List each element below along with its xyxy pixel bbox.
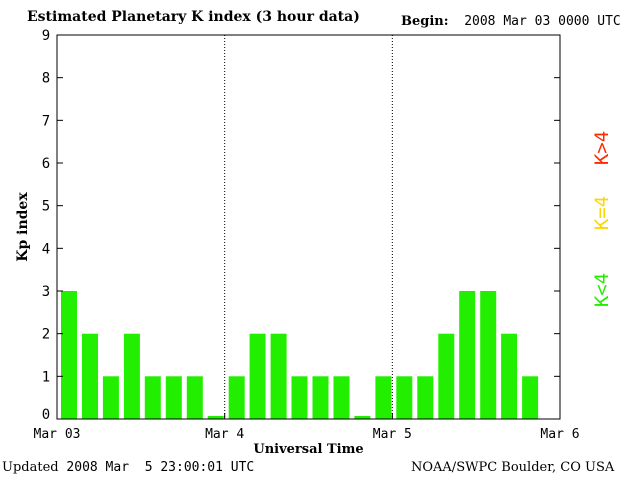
kp-bar [333,376,350,419]
kp-bar [82,333,98,419]
kp-bar [144,376,161,419]
begin-value: 2008 Mar 03 0000 UTC [464,14,621,29]
kp-bar [312,376,329,419]
updated-label: Updated [2,460,59,475]
kp-bar [438,333,455,419]
legend-k-equal-4: K=4 [591,196,613,230]
kp-bar [249,333,266,419]
x-tick-label: Mar 6 [540,427,579,442]
y-tick-label: 9 [42,28,50,44]
legend-k-above-4: K>4 [591,131,613,165]
kp-bar [375,376,392,419]
y-tick-label: 7 [42,113,50,129]
kp-bar [165,376,182,419]
chart-title: Estimated Planetary K index (3 hour data… [27,9,360,25]
kp-bar [102,376,119,419]
y-tick-label: 2 [42,327,50,343]
kp-bar [417,376,434,419]
y-tick-label: 1 [42,369,50,385]
kp-bar [186,376,203,419]
kp-bar [480,291,497,419]
y-axis-label: Kp index [15,192,31,262]
kp-bar [61,291,77,419]
y-tick-label: 5 [42,199,50,215]
x-tick-label: Mar 03 [34,427,81,442]
kp-bar [291,376,308,419]
credit-text: NOAA/SWPC Boulder, CO USA [411,460,615,475]
y-tick-label: 4 [42,241,50,257]
kp-bar [123,333,140,419]
updated-info: Updated 2008 Mar 5 23:00:01 UTC [2,460,254,475]
kp-bar [396,376,413,419]
begin-label: Begin: [401,14,449,29]
y-tick-label: 8 [42,71,50,87]
begin-info: Begin: 2008 Mar 03 0000 UTC [401,14,621,29]
plot-frame [56,34,561,420]
kp-bar [501,333,518,419]
kp-bar [354,416,371,419]
kp-bar [459,291,476,419]
y-tick-label: 6 [42,156,50,172]
x-tick-label: Mar 5 [373,427,412,442]
kp-bar [270,333,287,419]
x-tick-label: Mar 4 [205,427,244,442]
y-tick-label: 3 [42,284,50,300]
legend-k-below-4: K<4 [591,273,613,307]
kp-bar [228,376,245,419]
kp-bar [522,376,539,419]
y-tick-label: 0 [42,407,50,423]
x-axis-label: Universal Time [253,442,363,457]
updated-value: 2008 Mar 5 23:00:01 UTC [66,460,255,475]
kp-bar [207,416,224,419]
